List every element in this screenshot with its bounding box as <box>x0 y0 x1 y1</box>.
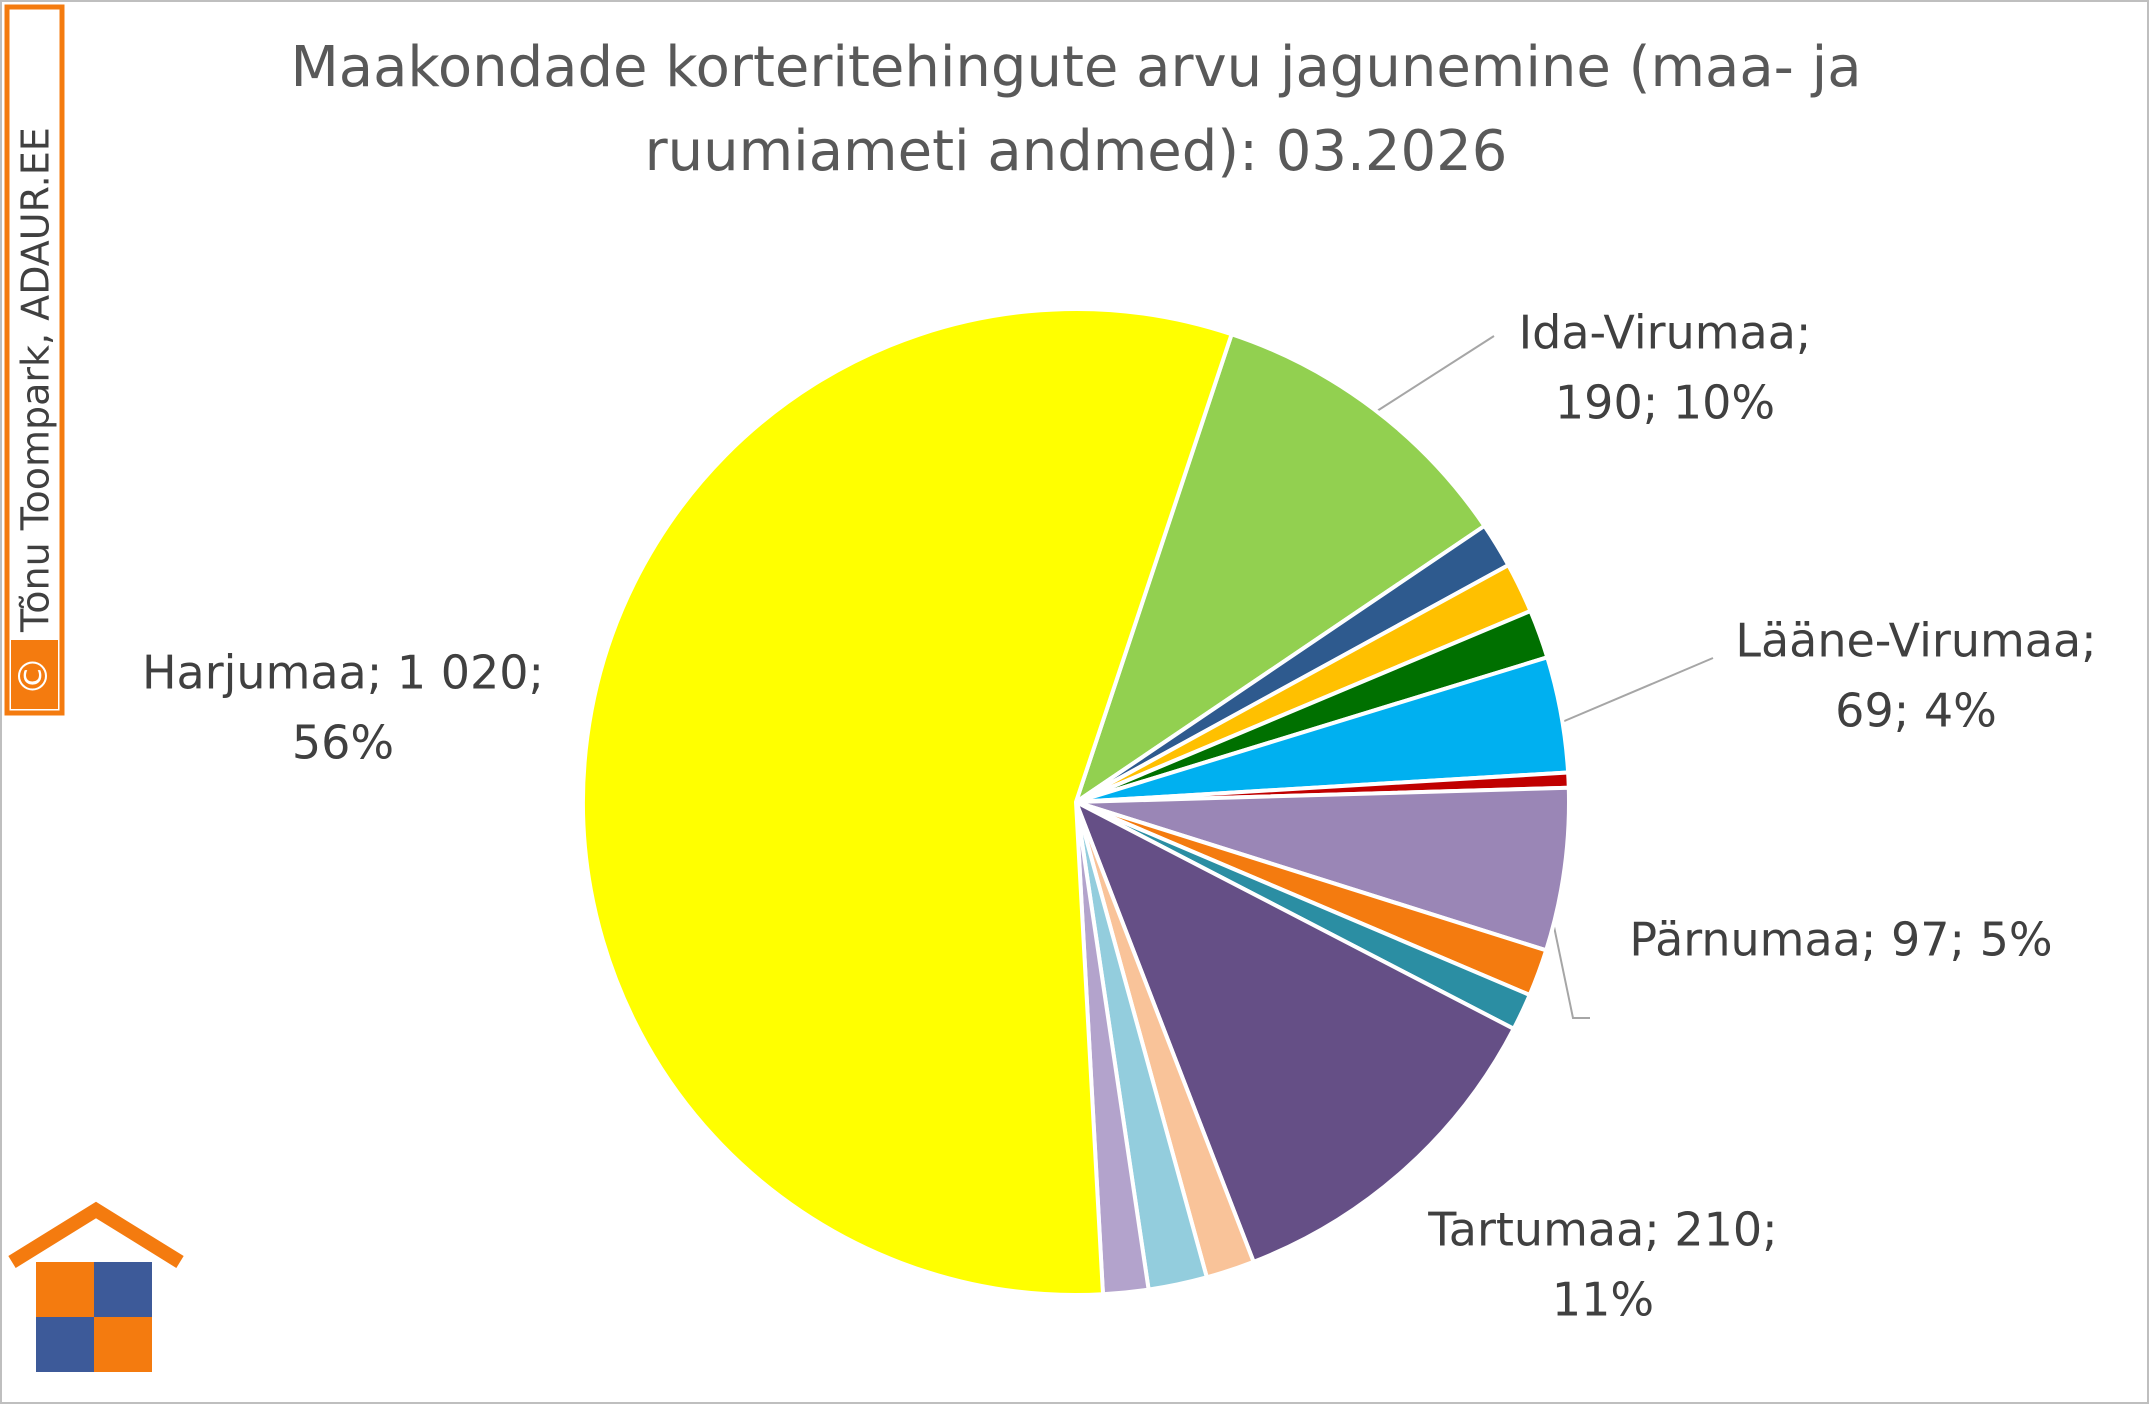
logo-piece <box>36 1317 94 1372</box>
logo-roof <box>8 1201 184 1268</box>
data-label: 69; 4% <box>1835 684 1997 738</box>
data-label: 11% <box>1552 1273 1654 1327</box>
data-label: Tartumaa; 210; <box>1427 1203 1777 1257</box>
data-label: 56% <box>292 716 394 770</box>
watermark: © Tõnu Toompark, ADAUR.EE <box>4 4 65 716</box>
leader-line <box>1561 657 1714 723</box>
logo-piece <box>94 1262 152 1317</box>
data-label: Harjumaa; 1 020; <box>142 646 544 700</box>
watermark-text: Tõnu Toompark, ADAUR.EE <box>14 127 58 633</box>
pie-slice <box>1074 800 1516 1264</box>
logo-piece <box>36 1262 94 1317</box>
leader-line <box>1545 887 1590 1019</box>
pie-slice <box>1074 332 1487 804</box>
chart-title: ruumiameti andmed): 03.2026 <box>645 119 1508 184</box>
leader-line <box>1376 335 1495 412</box>
logo-piece <box>94 1317 152 1372</box>
data-label: Pärnumaa; 97; 5% <box>1629 913 2052 967</box>
logo <box>8 1201 184 1372</box>
pie-slice <box>1074 785 1571 953</box>
leader-lines <box>1376 335 1714 1019</box>
watermark-badge <box>11 640 58 709</box>
pie <box>581 307 1571 1297</box>
watermark-box <box>4 4 65 716</box>
watermark-symbol: © <box>11 656 57 696</box>
data-label: Ida-Virumaa; <box>1519 306 1812 360</box>
data-label: 190; 10% <box>1555 376 1775 430</box>
data-label: Lääne-Virumaa; <box>1735 614 2096 668</box>
pie-slice <box>581 307 1234 1297</box>
chart-title: Maakondade korteritehingute arvu jagunem… <box>290 35 1861 100</box>
